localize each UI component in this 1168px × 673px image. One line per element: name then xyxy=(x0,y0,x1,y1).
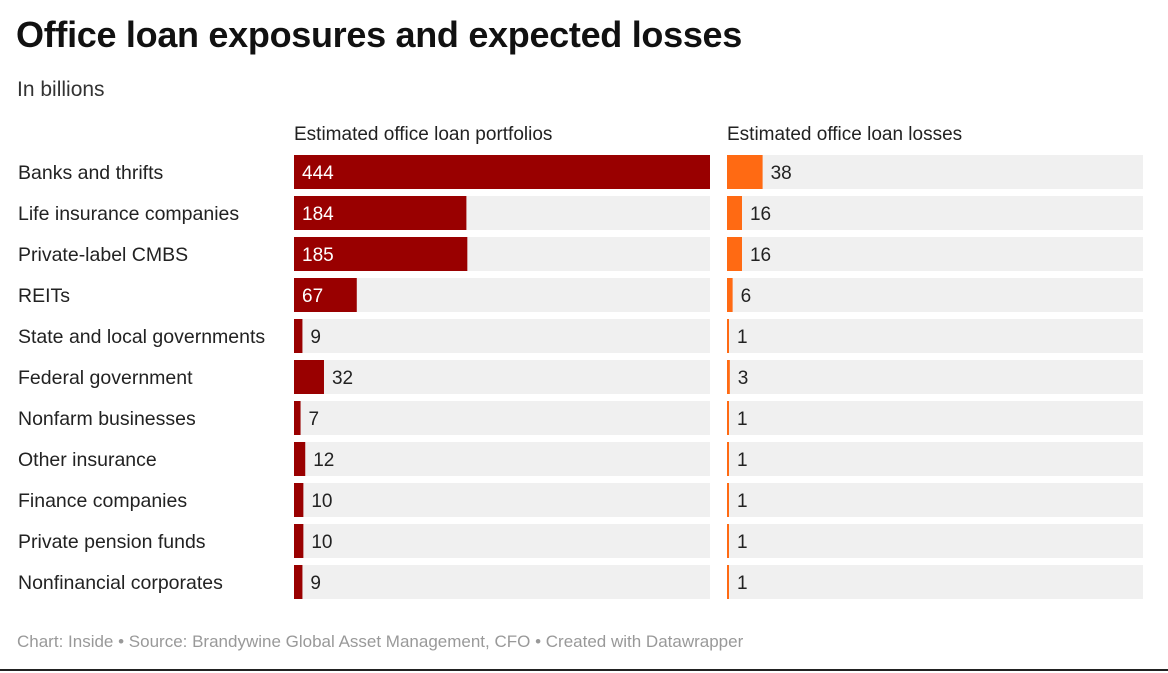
row-label: Private-label CMBS xyxy=(18,244,188,266)
portfolio-track xyxy=(294,483,710,517)
losses-bar xyxy=(727,196,742,230)
losses-bar xyxy=(727,565,729,599)
portfolio-bar xyxy=(294,442,306,476)
losses-value-label: 1 xyxy=(737,491,748,512)
portfolio-value-label: 184 xyxy=(302,204,334,225)
portfolio-track xyxy=(294,524,710,558)
portfolio-value-label: 10 xyxy=(311,532,332,553)
portfolio-bar xyxy=(294,237,468,271)
row-label: Nonfinancial corporates xyxy=(18,572,223,594)
row-label: Private pension funds xyxy=(18,531,206,553)
bottom-divider xyxy=(0,669,1168,671)
losses-value-label: 1 xyxy=(737,409,748,430)
portfolio-value-label: 9 xyxy=(310,327,321,348)
losses-value-label: 16 xyxy=(750,204,771,225)
losses-bar xyxy=(727,237,742,271)
row-label: State and local governments xyxy=(18,326,265,348)
row-label: REITs xyxy=(18,285,70,307)
losses-bar xyxy=(727,278,733,312)
portfolio-bar xyxy=(294,278,357,312)
losses-bar xyxy=(727,442,729,476)
portfolio-bar xyxy=(294,524,304,558)
losses-bar xyxy=(727,401,729,435)
losses-bar xyxy=(727,360,730,394)
losses-track xyxy=(727,524,1143,558)
portfolio-value-label: 9 xyxy=(310,573,321,594)
portfolio-track xyxy=(294,565,710,599)
row-label: Other insurance xyxy=(18,449,157,471)
portfolio-track xyxy=(294,319,710,353)
portfolio-value-label: 444 xyxy=(302,163,334,184)
losses-value-label: 1 xyxy=(737,532,748,553)
portfolio-bar xyxy=(294,196,467,230)
portfolio-bar xyxy=(294,565,303,599)
losses-track xyxy=(727,319,1143,353)
losses-track xyxy=(727,196,1143,230)
losses-track xyxy=(727,442,1143,476)
losses-value-label: 1 xyxy=(737,573,748,594)
losses-value-label: 1 xyxy=(737,327,748,348)
row-label: Nonfarm businesses xyxy=(18,408,196,430)
portfolio-value-label: 10 xyxy=(311,491,332,512)
losses-track xyxy=(727,483,1143,517)
chart-subtitle: In billions xyxy=(17,78,105,101)
losses-bar xyxy=(727,319,729,353)
portfolio-value-label: 7 xyxy=(309,409,320,430)
row-label: Federal government xyxy=(18,367,193,389)
losses-bar xyxy=(727,155,763,189)
losses-track xyxy=(727,360,1143,394)
portfolio-bar xyxy=(294,155,710,189)
chart-title: Office loan exposures and expected losse… xyxy=(16,14,742,55)
portfolio-bar xyxy=(294,483,304,517)
portfolio-value-label: 67 xyxy=(302,286,323,307)
portfolio-bar xyxy=(294,319,303,353)
row-label: Banks and thrifts xyxy=(18,162,163,184)
losses-bar xyxy=(727,524,729,558)
losses-value-label: 38 xyxy=(771,163,792,184)
losses-track xyxy=(727,401,1143,435)
losses-value-label: 1 xyxy=(737,450,748,471)
losses-track xyxy=(727,155,1143,189)
row-label: Finance companies xyxy=(18,490,187,512)
portfolio-track xyxy=(294,360,710,394)
losses-track xyxy=(727,237,1143,271)
losses-track xyxy=(727,565,1143,599)
portfolio-value-label: 12 xyxy=(313,450,334,471)
portfolio-value-label: 185 xyxy=(302,245,334,266)
portfolio-track xyxy=(294,278,710,312)
losses-value-label: 6 xyxy=(741,286,752,307)
portfolio-value-label: 32 xyxy=(332,368,353,389)
losses-bar xyxy=(727,483,729,517)
portfolio-track xyxy=(294,442,710,476)
losses-track xyxy=(727,278,1143,312)
row-label: Life insurance companies xyxy=(18,203,239,225)
losses-value-label: 3 xyxy=(738,368,749,389)
losses-column-header: Estimated office loan losses xyxy=(727,124,963,145)
portfolio-bar xyxy=(294,360,324,394)
chart-footer: Chart: Inside • Source: Brandywine Globa… xyxy=(17,632,744,651)
losses-value-label: 16 xyxy=(750,245,771,266)
portfolio-bar xyxy=(294,401,301,435)
portfolio-track xyxy=(294,401,710,435)
portfolio-column-header: Estimated office loan portfolios xyxy=(294,124,553,145)
